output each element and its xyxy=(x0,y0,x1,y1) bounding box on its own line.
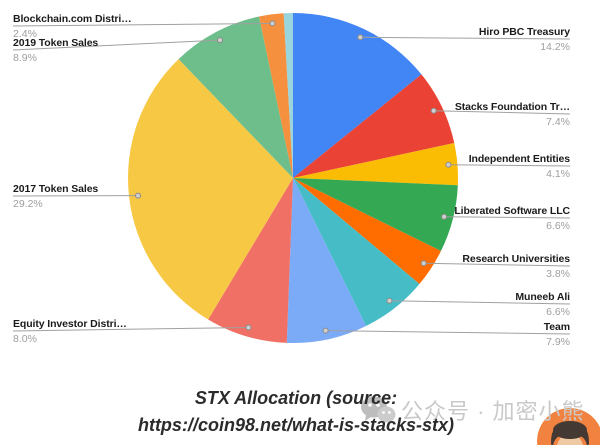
pie-slice-unlabeled[interactable] xyxy=(283,12,293,178)
watermark-text: 公众号 · 加密小熊 xyxy=(401,399,585,424)
slice-label-name: Hiro PBC Treasury xyxy=(478,26,570,38)
pie-slice-blockchain-com-distri[interactable] xyxy=(259,13,293,179)
callout-line xyxy=(389,300,571,305)
callout-dot xyxy=(357,34,364,41)
slice-label: 2017 Token Sales 29.2% xyxy=(13,183,98,211)
slice-label: Liberated Software LLC 6.6% xyxy=(454,205,570,233)
callout-dot xyxy=(445,161,452,168)
pie-slice-hiro-pbc-treasury[interactable] xyxy=(293,13,422,178)
slice-label-pct: 4.1% xyxy=(546,168,570,180)
slice-label: 2019 Token Sales 8.9% xyxy=(13,37,98,65)
pie-slice-muneeb-ali[interactable] xyxy=(293,178,420,326)
chart-caption: STX Allocation (source: https://coin98.n… xyxy=(0,385,592,439)
slice-label: Muneeb Ali 6.6% xyxy=(515,291,570,319)
slice-label-pct: 7.4% xyxy=(546,116,570,128)
pie-slice-2019-token-sales[interactable] xyxy=(178,16,293,179)
pie-chart xyxy=(12,12,571,343)
callout-dot xyxy=(441,213,448,220)
slice-label: Research Universities 3.8% xyxy=(462,253,570,281)
callout-dot xyxy=(430,107,437,114)
callout-dot xyxy=(420,260,427,267)
slice-label-name: Liberated Software LLC xyxy=(454,205,570,217)
callout-dot xyxy=(135,192,141,199)
pie-slice-liberated-software-llc[interactable] xyxy=(293,178,458,252)
slice-label-name: 2019 Token Sales xyxy=(13,37,99,49)
pie-slice-2017-token-sales[interactable] xyxy=(128,59,293,320)
callout-line xyxy=(423,262,571,267)
slice-label-name: 2017 Token Sales xyxy=(13,183,99,195)
slice-label-pct: 7.9% xyxy=(546,336,570,348)
callout-dot xyxy=(322,327,329,334)
slice-label-pct: 2.4% xyxy=(13,28,37,40)
slice-label-name: Team xyxy=(543,321,570,333)
slice-label-pct: 29.2% xyxy=(13,198,43,210)
callout-line xyxy=(12,22,273,27)
slice-label-name: Independent Entities xyxy=(468,153,570,165)
caption-line2: https://coin98.net/what-is-stacks-stx) xyxy=(137,415,455,435)
pie-slice-independent-entities[interactable] xyxy=(293,143,458,186)
slice-label: Blockchain.com Distri… 2.4% xyxy=(13,13,132,41)
callout-line xyxy=(448,164,571,167)
callout-line xyxy=(12,327,249,332)
pie-slice-research-universities[interactable] xyxy=(293,178,441,284)
callout-line xyxy=(325,330,571,335)
pie-slice-equity-investor-distri[interactable] xyxy=(208,178,293,343)
callout-line xyxy=(444,216,571,219)
slice-label-pct: 6.6% xyxy=(546,306,570,318)
watermark: 公众号 · 加密小熊 xyxy=(360,394,585,426)
slice-label-name: Equity Investor Distri… xyxy=(13,318,127,330)
slice-label-pct: 8.9% xyxy=(13,52,37,64)
pie-slice-stacks-foundation-tr[interactable] xyxy=(293,74,455,178)
callout-line xyxy=(433,110,571,115)
slice-label-name: Stacks Foundation Tr… xyxy=(454,101,570,113)
slice-label: Stacks Foundation Tr… 7.4% xyxy=(455,101,570,129)
avatar-face-icon xyxy=(537,408,600,445)
callout-line xyxy=(12,39,221,51)
slice-label: Team 7.9% xyxy=(544,321,570,349)
pie-slice-team[interactable] xyxy=(286,178,367,343)
callout-line xyxy=(360,36,571,40)
slice-label-name: Muneeb Ali xyxy=(515,291,570,303)
callout-dot xyxy=(245,324,252,331)
slice-label-name: Blockchain.com Distri… xyxy=(13,13,132,25)
callout-dot xyxy=(386,297,393,304)
callout-dot xyxy=(269,20,276,27)
slice-label: Independent Entities 4.1% xyxy=(469,153,570,181)
slice-label-pct: 8.0% xyxy=(13,333,37,345)
slice-label: Hiro PBC Treasury 14.2% xyxy=(479,26,570,54)
slice-label-pct: 3.8% xyxy=(546,268,570,280)
slice-label-pct: 6.6% xyxy=(546,220,570,232)
avatar xyxy=(537,408,600,445)
wechat-icon xyxy=(361,396,396,425)
slice-label-pct: 14.2% xyxy=(540,41,570,53)
caption-line1: STX Allocation (source: xyxy=(194,388,398,408)
slice-label-name: Research Universities xyxy=(462,253,570,265)
callout-dot xyxy=(217,37,223,44)
slice-label: Equity Investor Distri… 8.0% xyxy=(13,318,127,346)
